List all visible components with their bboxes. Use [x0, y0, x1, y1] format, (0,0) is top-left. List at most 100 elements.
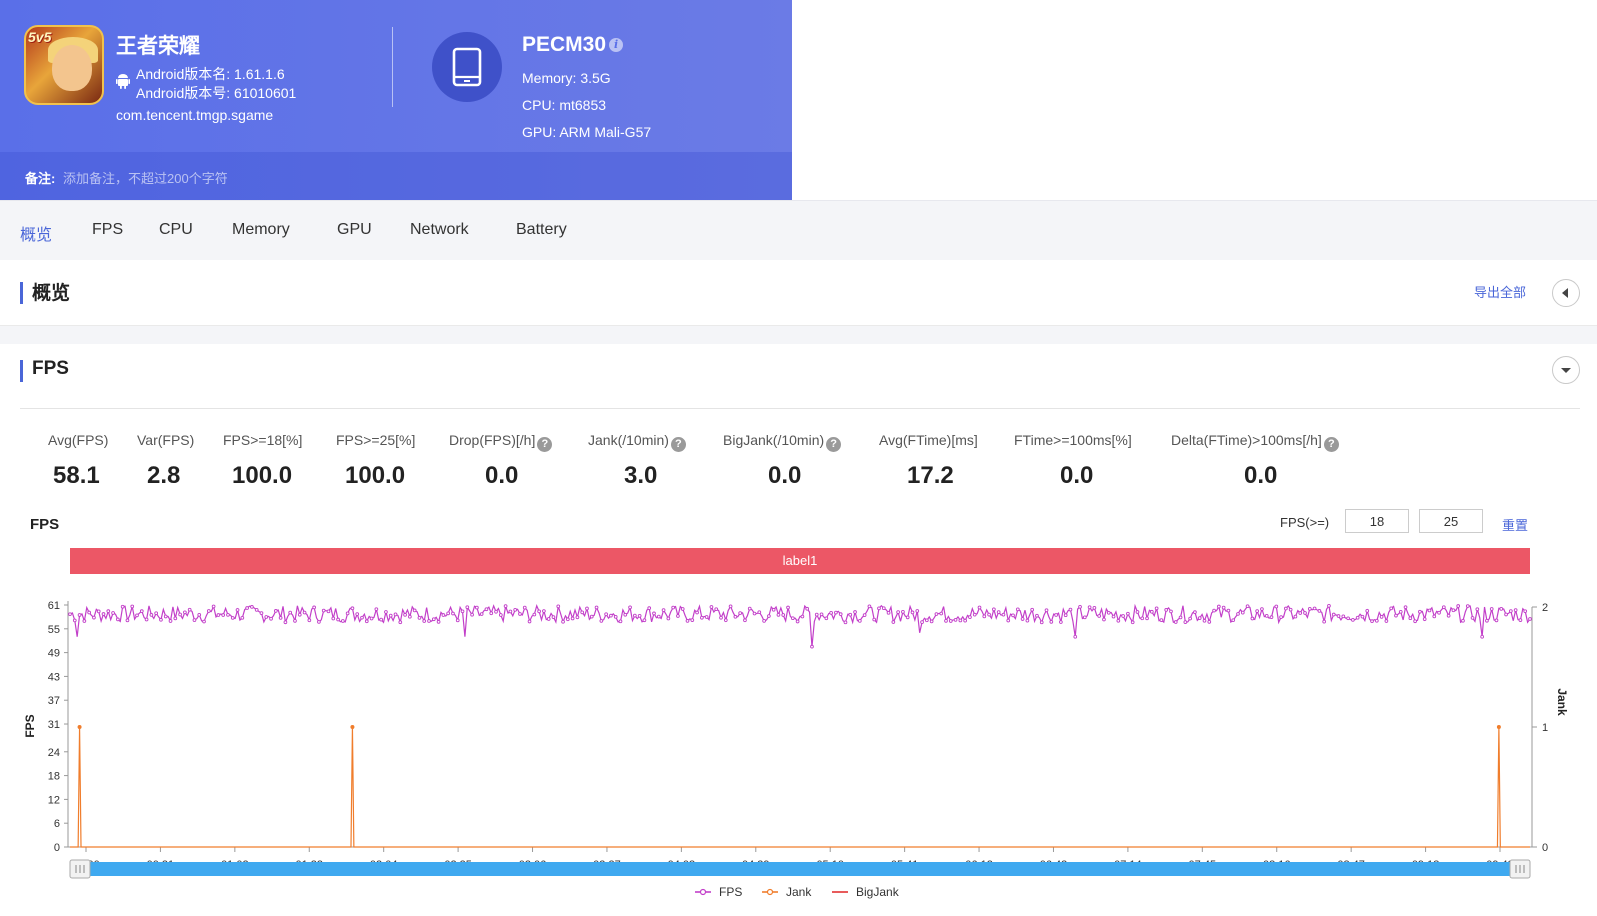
fps-point: [68, 612, 72, 617]
fps-point: [1011, 613, 1015, 618]
fps-point: [1355, 615, 1360, 620]
fps-point: [1408, 616, 1413, 621]
fps-point: [355, 612, 360, 616]
section-gap: [0, 326, 1597, 344]
fps-point: [939, 611, 944, 616]
info-icon[interactable]: i: [609, 38, 624, 53]
fps-point: [1274, 604, 1279, 609]
chart-legend[interactable]: FPS Jank BigJank: [695, 885, 900, 899]
fps-point: [637, 613, 642, 618]
section-accent-bar: [20, 282, 23, 304]
fps-point: [1082, 615, 1087, 620]
remark-bar[interactable]: 备注: 添加备注，不超过200个字符: [0, 152, 792, 200]
fps-point: [680, 607, 685, 611]
legend-label[interactable]: FPS: [719, 885, 742, 899]
remark-input[interactable]: 添加备注，不超过200个字符: [63, 171, 228, 186]
fps-point: [704, 615, 709, 619]
help-icon[interactable]: ?: [670, 437, 686, 452]
fps-point: [288, 610, 293, 615]
fps-point: [752, 611, 757, 616]
fps-point: [1236, 612, 1240, 616]
fps-point: [656, 614, 661, 619]
fps-point: [120, 604, 125, 609]
export-all-link[interactable]: 导出全部: [1474, 285, 1527, 300]
help-icon[interactable]: ?: [1323, 437, 1339, 452]
tab-gpu[interactable]: GPU: [337, 221, 372, 238]
fps-point: [1126, 611, 1130, 616]
zoom-slider[interactable]: [69, 859, 1531, 879]
zoom-handle-left[interactable]: [69, 859, 91, 879]
fps-point: [1035, 613, 1039, 618]
stat-label-avg-ftime: Avg(FTime)[ms]: [879, 432, 978, 448]
y-tick-label: 55: [48, 624, 60, 636]
fps-point: [527, 619, 532, 624]
fps-point: [321, 608, 326, 613]
fps-point: [886, 610, 891, 615]
collapse-button[interactable]: [1552, 279, 1580, 307]
stat-value-drop-fps: 0.0: [485, 462, 519, 489]
fps-point: [652, 611, 656, 616]
fps-point: [211, 604, 216, 609]
stat-label-drop-fps: Drop(FPS)[/h]?: [449, 432, 553, 452]
fps-point: [771, 607, 776, 612]
device-icon-circle: [432, 32, 502, 102]
fps-point: [881, 606, 886, 611]
fps-point: [1403, 605, 1408, 610]
fps-point: [1384, 619, 1389, 623]
x-tick-label: 03:37: [593, 859, 621, 871]
fps-point: [264, 615, 269, 619]
fps-point: [834, 610, 838, 615]
fps-point: [125, 618, 130, 623]
tab-fps[interactable]: FPS: [92, 221, 124, 238]
fps-point: [293, 618, 297, 623]
fps-point: [618, 619, 623, 624]
fps-point: [594, 605, 599, 610]
fps-point: [953, 618, 958, 622]
x-tick-label: 06:43: [1040, 859, 1068, 871]
fps-point: [1073, 634, 1078, 639]
help-icon[interactable]: ?: [826, 437, 842, 452]
fps-point: [872, 617, 877, 622]
tab-network[interactable]: Network: [410, 221, 469, 238]
label-band[interactable]: label1: [70, 548, 1530, 574]
stat-value-fps25: 100.0: [345, 462, 406, 489]
threshold-low-input[interactable]: [1345, 509, 1409, 533]
tab-memory[interactable]: Memory: [232, 221, 290, 238]
y-tick-label: 61: [48, 600, 60, 612]
fps-point: [623, 612, 628, 617]
fps-point: [197, 612, 202, 617]
tab-overview[interactable]: 概览: [20, 227, 53, 244]
legend-label[interactable]: Jank: [786, 885, 812, 899]
caret-left-icon: [1562, 288, 1568, 298]
fps-point: [963, 618, 967, 623]
stat-value-delta-ftime: 0.0: [1244, 462, 1278, 489]
fps-point: [1130, 620, 1135, 625]
tab-battery[interactable]: Battery: [516, 221, 567, 238]
expand-button[interactable]: [1552, 356, 1580, 384]
app-icon-badge: 5v5: [28, 29, 52, 45]
tab-cpu[interactable]: CPU: [159, 221, 193, 238]
zoom-handle-right[interactable]: [1509, 859, 1531, 879]
fps-point: [604, 612, 608, 617]
fps-point: [1374, 618, 1379, 623]
legend-label[interactable]: BigJank: [856, 885, 900, 899]
fps-point: [915, 609, 920, 613]
fps-point: [1288, 607, 1293, 612]
fps-point: [412, 608, 417, 613]
fps-point: [738, 611, 743, 615]
fps-point: [1087, 605, 1092, 610]
fps-point: [446, 611, 451, 616]
fps-point: [1140, 616, 1145, 621]
fps-point: [72, 618, 77, 623]
fps-point: [685, 619, 690, 623]
fps-point: [853, 610, 857, 614]
fps-point: [1102, 617, 1106, 622]
fps-point: [728, 604, 733, 609]
help-icon[interactable]: ?: [537, 437, 553, 452]
fps-point: [920, 620, 924, 624]
fps-point: [1470, 616, 1475, 620]
app-icon-face: [52, 45, 92, 91]
threshold-high-input[interactable]: [1419, 509, 1483, 533]
reset-link[interactable]: 重置: [1502, 518, 1529, 533]
